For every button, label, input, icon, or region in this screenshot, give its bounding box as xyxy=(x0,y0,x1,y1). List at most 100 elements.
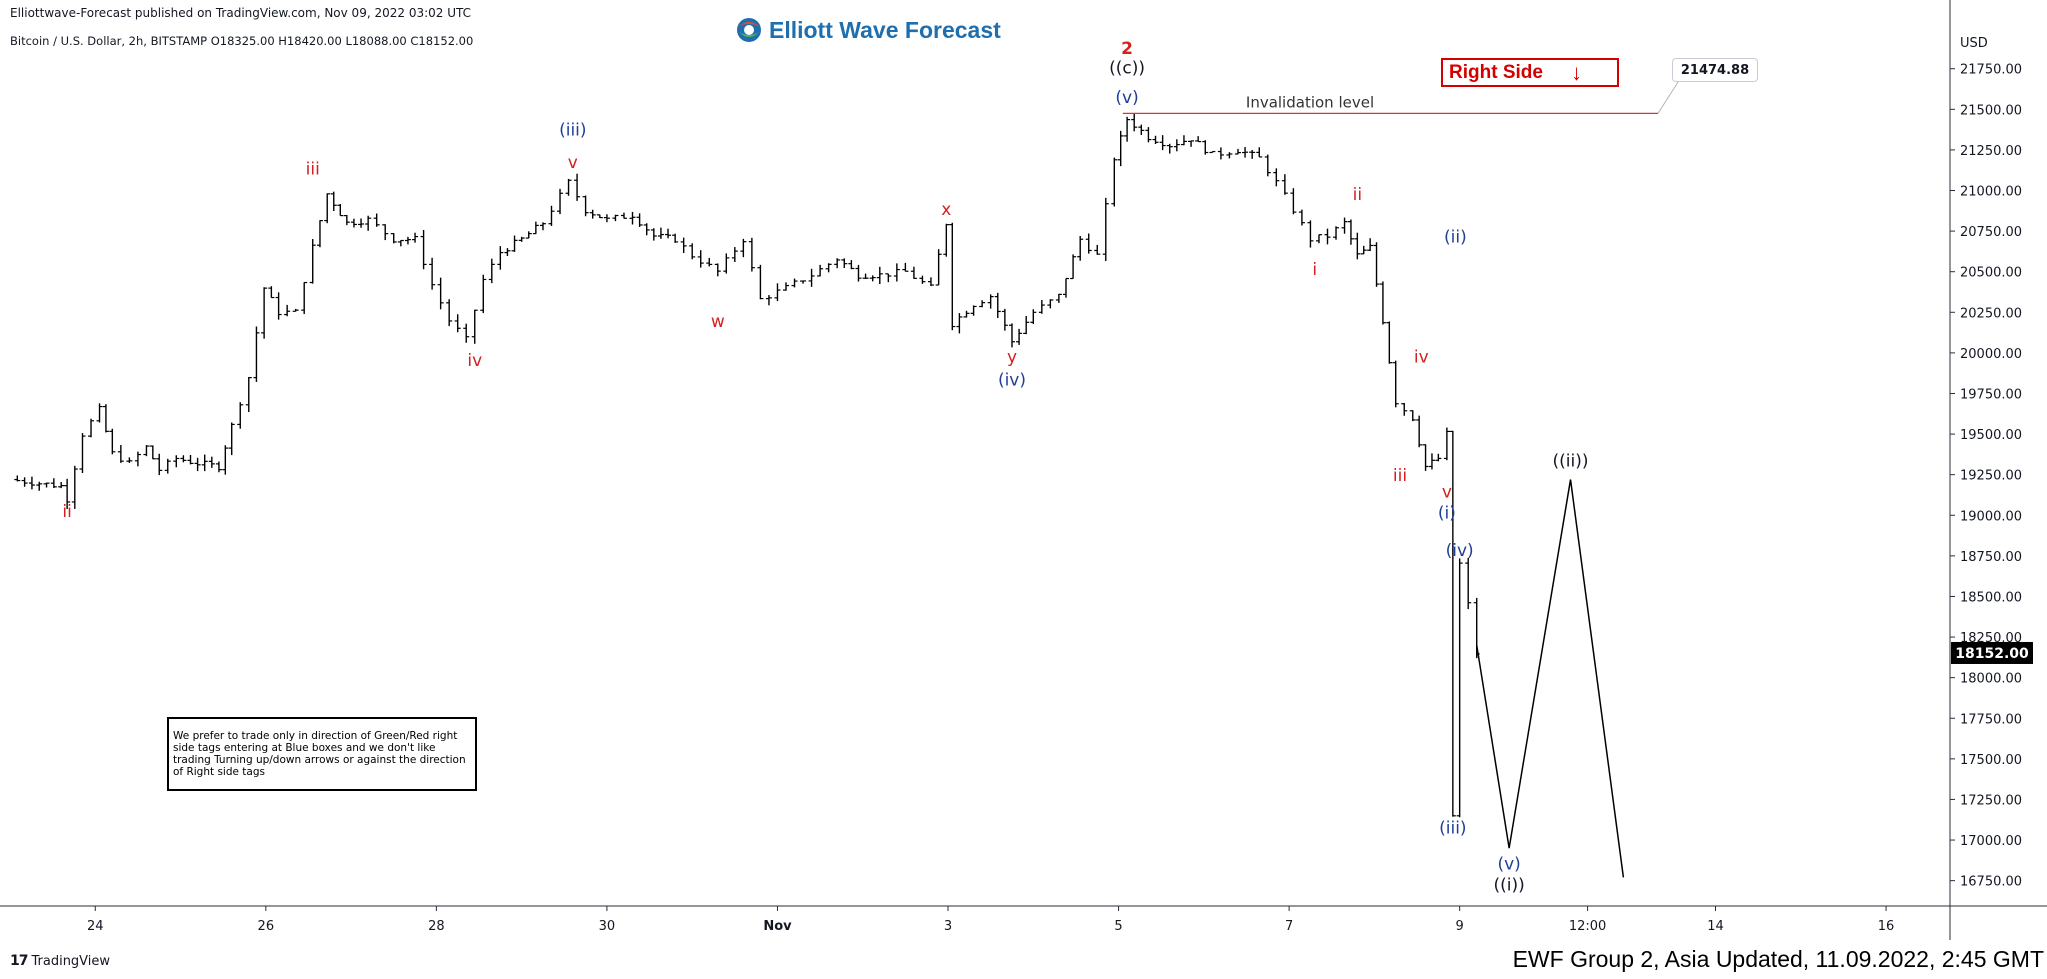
y-tick-label: 20750.00 xyxy=(1960,225,2022,240)
price-bar xyxy=(800,280,807,284)
price-bar xyxy=(36,481,43,491)
price-bar xyxy=(194,457,201,472)
wave-label: ii xyxy=(62,502,71,522)
price-bar xyxy=(504,248,511,256)
price-bar xyxy=(927,277,934,287)
price-bar xyxy=(1030,309,1037,324)
price-bar xyxy=(1290,188,1297,215)
price-bar xyxy=(454,314,461,333)
price-bar xyxy=(109,428,116,455)
current-price-marker: 18152.00 xyxy=(1951,641,2033,664)
price-bar xyxy=(180,455,187,463)
price-bar xyxy=(548,205,555,226)
price-bar xyxy=(64,478,71,510)
price-bar xyxy=(1333,226,1340,240)
price-bars xyxy=(14,113,1480,818)
price-axis[interactable]: USD 21750.00 21500.00 21250.00 21000.00 20750… xyxy=(1950,36,2022,890)
price-bar xyxy=(657,227,664,239)
price-bar xyxy=(565,178,572,196)
price-bar xyxy=(539,222,546,231)
price-bar xyxy=(680,237,687,253)
x-tick-label: 14 xyxy=(1707,919,1724,934)
price-bar xyxy=(994,292,1001,318)
x-tick-label: 7 xyxy=(1285,919,1293,934)
invalidation-line: Invalidation level xyxy=(1122,78,1681,114)
price-bar xyxy=(1416,415,1423,448)
x-tick-label: 24 xyxy=(87,919,104,934)
symbol-line: Bitcoin / U.S. Dollar, 2h, BITSTAMP O183… xyxy=(10,34,474,48)
wave-label: (iii) xyxy=(559,120,586,140)
price-bar xyxy=(862,273,869,279)
price-bar xyxy=(429,257,436,290)
y-axis-unit: USD xyxy=(1960,36,1988,51)
price-bar xyxy=(292,308,299,312)
price-bar xyxy=(268,286,275,299)
price-bar xyxy=(1195,136,1202,143)
price-bar xyxy=(791,278,798,288)
price-bar xyxy=(28,476,35,490)
price-bar xyxy=(869,275,876,282)
price-bar xyxy=(463,323,470,343)
price-bar xyxy=(228,422,235,456)
price-bar xyxy=(404,236,411,245)
price-bar xyxy=(96,403,103,423)
price-bar xyxy=(949,222,956,331)
x-tick-label: Nov xyxy=(763,919,792,934)
time-axis[interactable]: 24 26 28 30 Nov 3 5 7 9 12:00 14 16 xyxy=(87,906,1894,934)
price-bar xyxy=(1307,220,1314,248)
price-bar xyxy=(603,214,610,223)
price-bar xyxy=(201,454,208,472)
price-bar xyxy=(620,212,627,219)
price-bar xyxy=(1173,139,1180,152)
callout-pointer xyxy=(1657,78,1681,114)
price-bar xyxy=(643,223,650,236)
price-bar xyxy=(284,304,291,317)
y-tick-label: 19000.00 xyxy=(1960,509,2022,524)
price-bar xyxy=(672,233,679,243)
price-bar xyxy=(1023,315,1030,335)
price-bar xyxy=(488,258,495,284)
price-bar xyxy=(650,228,657,241)
price-bar xyxy=(636,213,643,227)
x-tick-label: 28 xyxy=(428,919,445,934)
price-bar xyxy=(1166,143,1173,154)
price-bar xyxy=(215,461,222,473)
ewf-globe-logo-icon xyxy=(737,18,761,42)
price-bar xyxy=(1341,217,1348,234)
price-bar xyxy=(1062,277,1069,298)
price-bar xyxy=(943,223,950,257)
price-bar xyxy=(21,477,28,487)
axis-frame xyxy=(0,0,2047,940)
price-bar xyxy=(1281,174,1288,195)
wave-labels: iiiiiiv(iii)vwxy(iv)2((c))(v)iii(ii)ivii… xyxy=(62,39,1588,895)
current-price-label: 18152.00 xyxy=(1955,646,2029,662)
y-tick-label: 21750.00 xyxy=(1960,63,2022,78)
price-bar xyxy=(629,211,636,225)
wave-label: w xyxy=(711,312,725,332)
price-bar xyxy=(1111,157,1118,207)
price-bar xyxy=(1102,197,1109,261)
tradingview-logo[interactable]: 17 TradingView xyxy=(10,953,110,969)
price-bar xyxy=(14,475,21,482)
price-bar xyxy=(970,305,977,316)
trading-note: We prefer to trade only in direction of … xyxy=(167,717,477,791)
price-bar xyxy=(714,263,721,277)
update-stamp: EWF Group 2, Asia Updated, 11.09.2022, 2… xyxy=(1512,946,2044,972)
price-bar xyxy=(689,243,696,260)
price-bar xyxy=(1077,236,1084,261)
price-bar xyxy=(71,465,78,509)
price-bar xyxy=(343,214,350,226)
price-bar xyxy=(885,273,892,283)
right-side-label: Right Side xyxy=(1449,61,1543,83)
price-bar xyxy=(1273,168,1280,187)
price-bar xyxy=(1038,299,1045,314)
price-bar xyxy=(126,457,133,463)
wave-label: x xyxy=(941,200,951,220)
price-bar xyxy=(149,445,156,460)
price-bar xyxy=(525,231,532,239)
price-bar xyxy=(261,287,268,339)
wave-label: ((c)) xyxy=(1109,59,1145,79)
price-bar xyxy=(532,221,539,235)
price-bar xyxy=(706,257,713,267)
